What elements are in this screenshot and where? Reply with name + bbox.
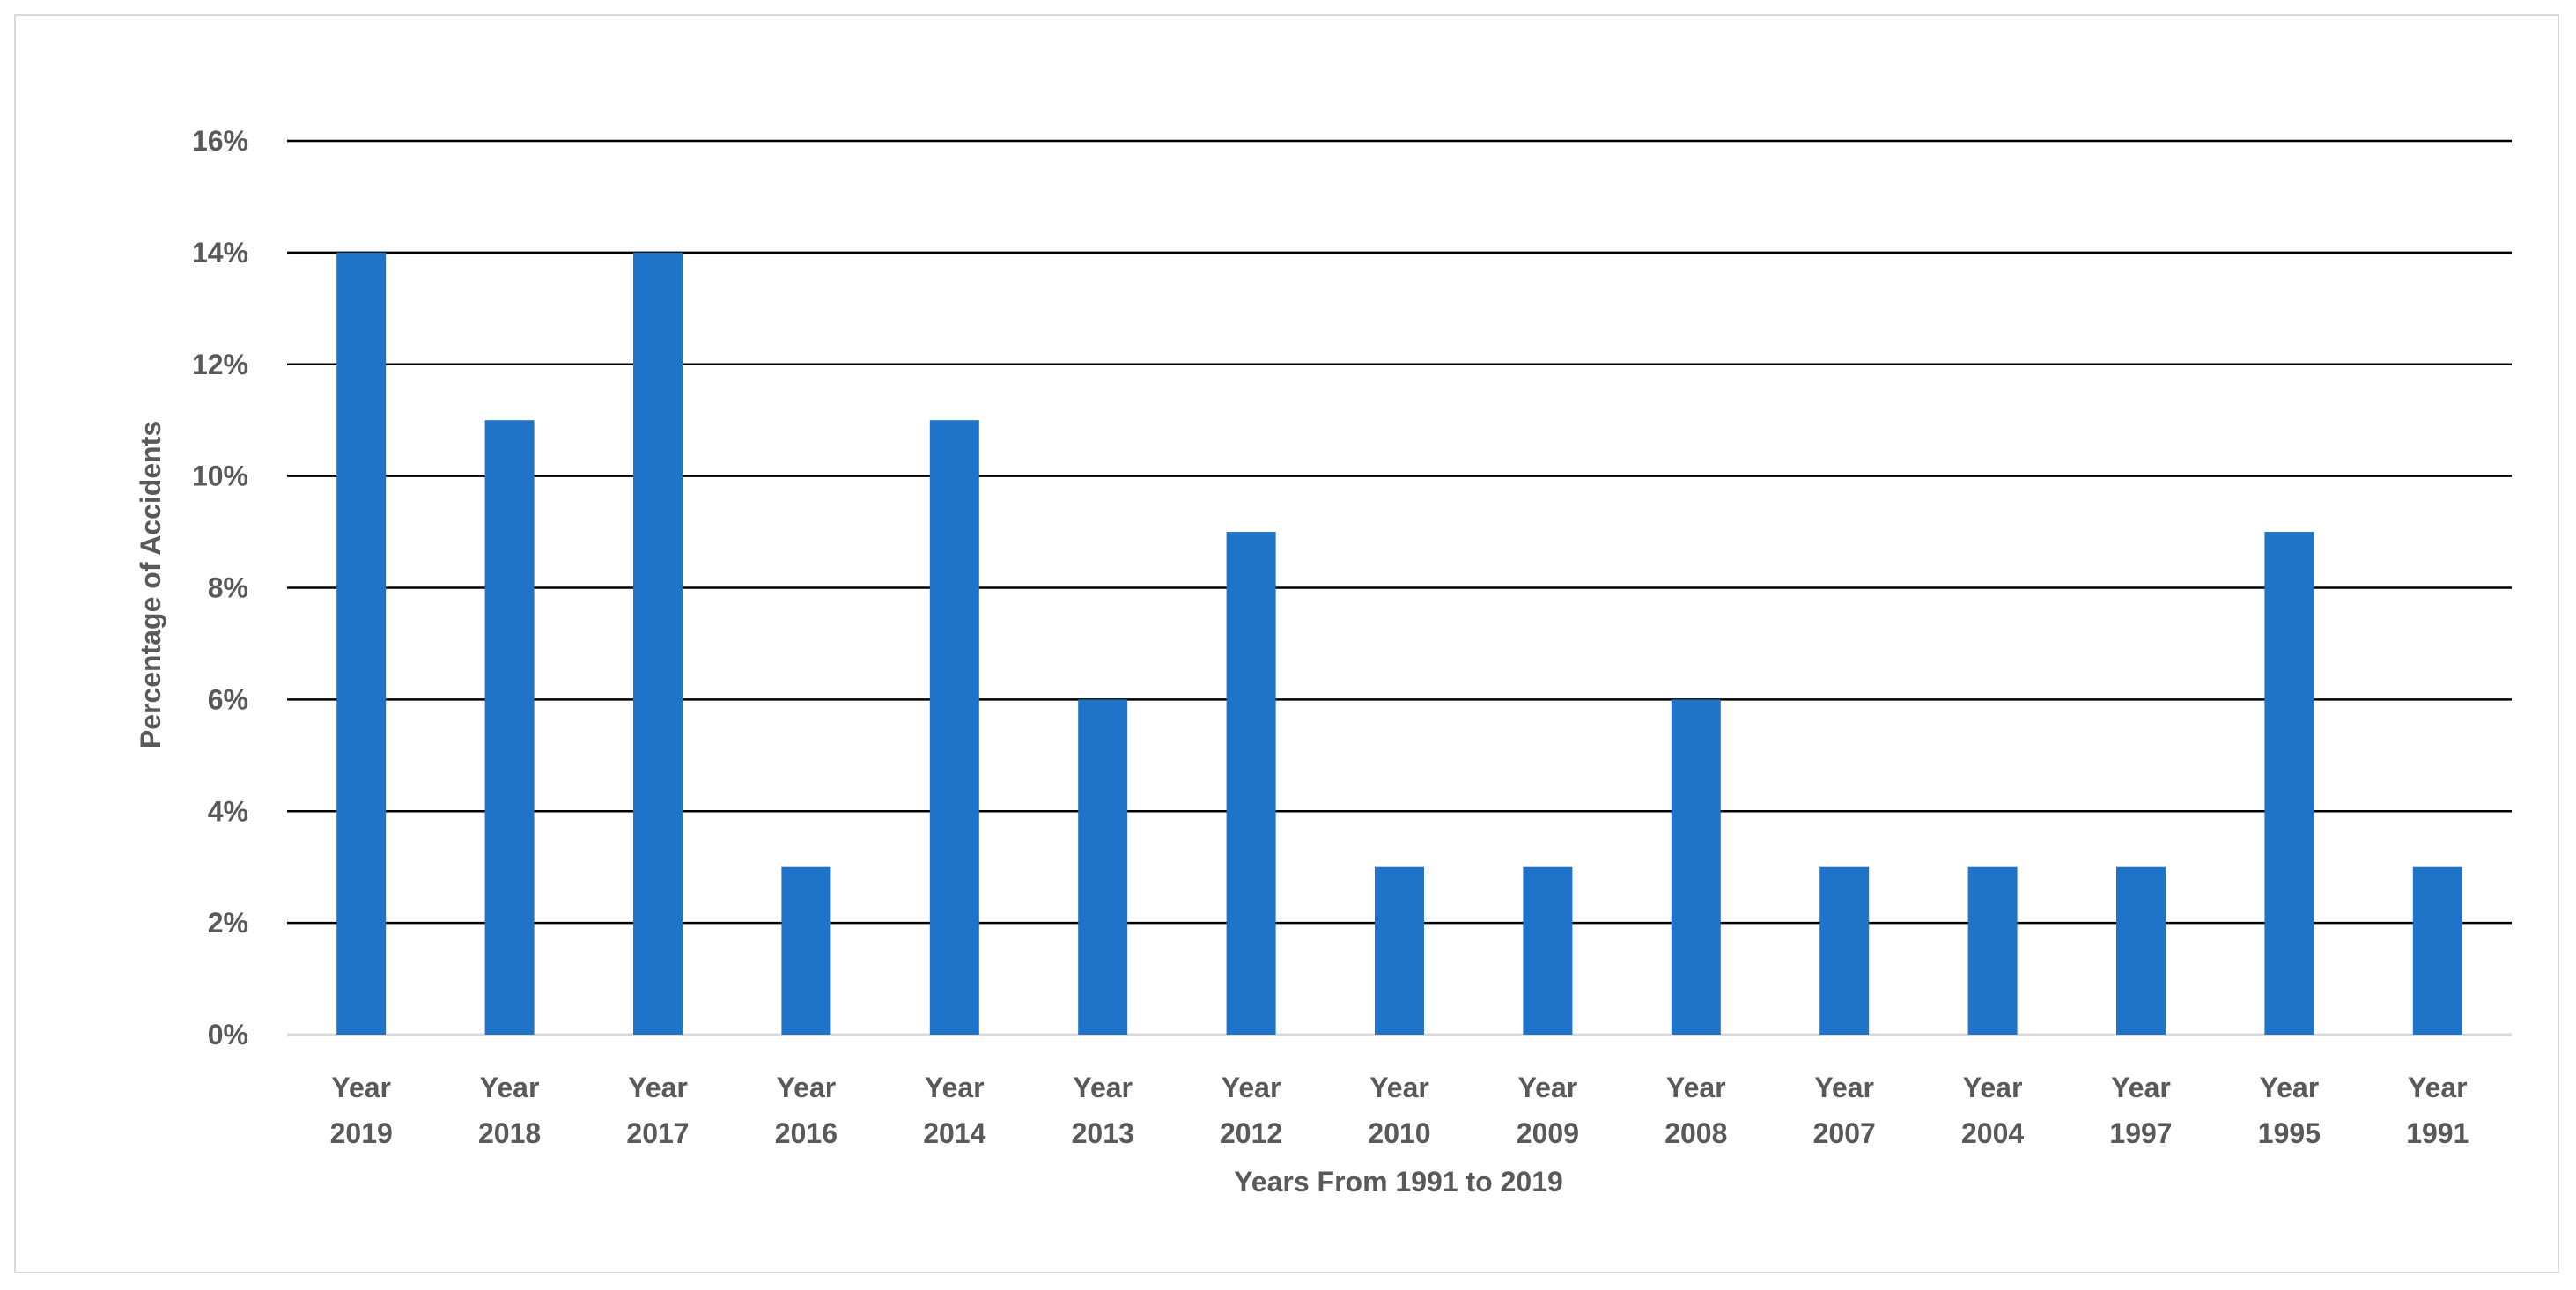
bar <box>2264 532 2314 1035</box>
bar <box>1967 866 2018 1035</box>
x-tick-label: Year 2014 <box>923 1072 985 1149</box>
bar <box>1226 532 1276 1035</box>
x-tick-label: Year 1991 <box>2406 1072 2469 1149</box>
bars <box>336 252 2462 1035</box>
x-tick-label: Year 2012 <box>1220 1072 1282 1149</box>
x-tick-label: Year 2018 <box>478 1072 541 1149</box>
x-tick-label: Year 2016 <box>775 1072 838 1149</box>
x-axis-ticks: Year 2019 Year 2018 Year 2017 Year 2016 Year 2014… <box>330 1072 2469 1149</box>
bar <box>1523 866 1573 1035</box>
bar <box>929 420 979 1035</box>
x-tick-label: Year 2013 <box>1072 1072 1134 1149</box>
bar <box>336 252 387 1035</box>
y-tick-label: 4% <box>208 795 248 827</box>
y-tick-label: 16% <box>192 125 248 157</box>
x-tick-label: Year 2008 <box>1664 1072 1727 1149</box>
bar <box>2412 866 2462 1035</box>
y-axis-ticks: 0% 2% 4% 6% 8% 10% 12% 14% 16% <box>192 125 248 1050</box>
x-tick-label: Year 2007 <box>1813 1072 1876 1149</box>
chart-frame <box>14 14 2559 1273</box>
y-tick-label: 2% <box>208 907 248 939</box>
bar <box>781 866 831 1035</box>
y-tick-label: 12% <box>192 349 248 380</box>
bar <box>633 252 683 1035</box>
y-tick-label: 0% <box>208 1019 248 1050</box>
x-tick-label: Year 2004 <box>1961 1072 2024 1149</box>
bar <box>484 420 535 1035</box>
bar <box>1375 866 1424 1035</box>
y-tick-label: 6% <box>208 683 248 715</box>
bar <box>1671 699 1721 1035</box>
bar <box>1078 699 1128 1035</box>
x-tick-label: Year 2019 <box>330 1072 393 1149</box>
x-tick-label: Year 2009 <box>1517 1072 1579 1149</box>
x-tick-label: Year 1995 <box>2258 1072 2321 1149</box>
x-axis-title: Years From 1991 to 2019 <box>1234 1166 1563 1198</box>
y-tick-label: 8% <box>208 572 248 604</box>
x-tick-label: Year 2017 <box>626 1072 689 1149</box>
y-axis-title: Percentage of Accidents <box>135 421 166 748</box>
x-tick-label: Year 2010 <box>1368 1072 1430 1149</box>
bar <box>2116 866 2166 1035</box>
x-tick-label: Year 1997 <box>2109 1072 2172 1149</box>
y-tick-label: 10% <box>192 461 248 492</box>
y-tick-label: 14% <box>192 237 248 269</box>
bar <box>1819 866 1870 1035</box>
